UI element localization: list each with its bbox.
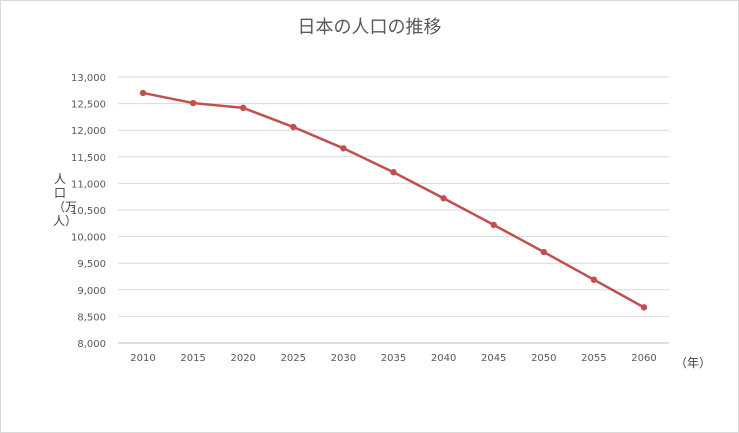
data-point	[240, 104, 247, 112]
data-point	[290, 123, 297, 131]
data-point	[640, 304, 648, 311]
y-tick-label: 12,500	[71, 100, 106, 111]
x-tick-label: 2040	[431, 353, 456, 364]
y-tick-label: 12,000	[71, 126, 106, 137]
x-axis-unit-label: （年）	[675, 356, 712, 370]
y-tick-label: 10,500	[71, 206, 106, 217]
y-tick-label: 9,000	[77, 286, 106, 297]
y-tick-label: 10,000	[71, 233, 106, 244]
x-tick-label: 2045	[481, 353, 506, 364]
x-tick-label: 2020	[230, 353, 255, 364]
data-point	[340, 145, 347, 152]
y-tick-label: 8,500	[77, 312, 106, 323]
y-tick-label: 11,000	[71, 179, 106, 190]
data-point	[440, 195, 447, 202]
x-tick-label: 2060	[631, 353, 656, 364]
x-tick-label: 2030	[331, 353, 356, 364]
data-point	[390, 169, 397, 176]
x-tick-label: 2055	[581, 353, 606, 364]
series-line	[142, 91, 645, 309]
data-point	[540, 248, 547, 256]
data-point	[490, 221, 497, 229]
x-tick-label: 2025	[281, 353, 306, 364]
y-tick-label: 9,500	[77, 259, 106, 270]
chart-title: 日本の人口の推移	[297, 17, 442, 38]
data-point	[590, 276, 598, 283]
x-tick-label: 2015	[180, 353, 205, 364]
data-point	[189, 99, 197, 107]
x-tick-label: 2010	[130, 353, 155, 364]
data-point	[139, 89, 147, 97]
y-tick-label: 13,000	[71, 73, 106, 84]
y-tick-label: 8,000	[77, 339, 106, 350]
x-tick-label: 2050	[531, 353, 556, 364]
x-tick-label: 2035	[381, 353, 406, 364]
y-tick-label: 11,500	[71, 153, 106, 164]
